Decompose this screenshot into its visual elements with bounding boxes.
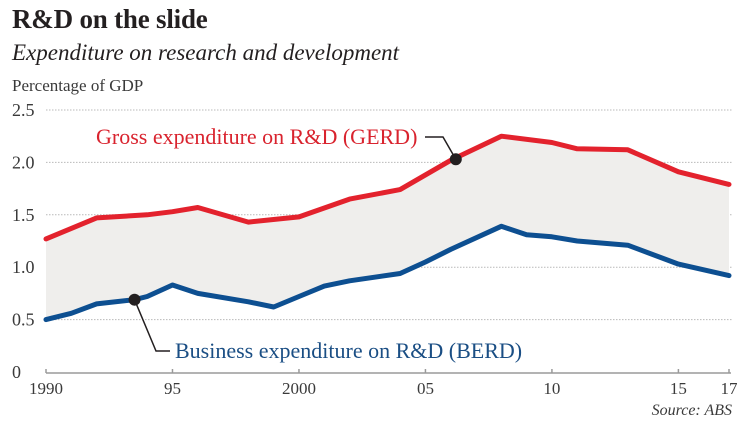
- berd-leader-line: [133, 299, 170, 352]
- y-tick-label: 0.5: [12, 310, 35, 330]
- x-tick-label: 10: [543, 379, 560, 398]
- chart-subtitle: Expenditure on research and development: [12, 40, 400, 65]
- x-tick-label: 05: [417, 379, 434, 398]
- chart-title: R&D on the slide: [12, 4, 208, 34]
- y-tick-label: 2.5: [12, 100, 35, 120]
- series-line-gerd: [43, 133, 732, 242]
- shaded-band-between-series: [46, 136, 729, 320]
- source-note: Source: ABS: [651, 402, 732, 419]
- x-tick-label: 2000: [282, 379, 316, 398]
- annotation-callouts: [128, 136, 462, 352]
- y-axis-unit-label: Percentage of GDP: [12, 76, 144, 95]
- y-tick-label: 1.0: [12, 257, 35, 277]
- y-tick-label: 1.5: [12, 205, 35, 225]
- berd-marker-dot: [128, 293, 141, 306]
- x-tick-label: 17: [721, 379, 739, 398]
- x-tick-label: 15: [670, 379, 687, 398]
- x-tick-label: 1990: [29, 379, 63, 398]
- series-line-berd: [43, 223, 732, 323]
- y-axis-ticks: 0 0.5 1.0 1.5 2.0 2.5: [12, 100, 35, 382]
- gerd-leader-line: [425, 136, 457, 160]
- y-tick-label: 0: [12, 362, 21, 382]
- y-tick-label: 2.0: [12, 152, 35, 172]
- x-tick-label: 95: [164, 379, 181, 398]
- gerd-marker-dot: [449, 153, 462, 166]
- x-axis: 1990 95 2000 05 10 15 17: [29, 369, 738, 398]
- annotation-label-gerd: Gross expenditure on R&D (GERD): [96, 124, 417, 149]
- annotation-label-berd: Business expenditure on R&D (BERD): [175, 338, 522, 363]
